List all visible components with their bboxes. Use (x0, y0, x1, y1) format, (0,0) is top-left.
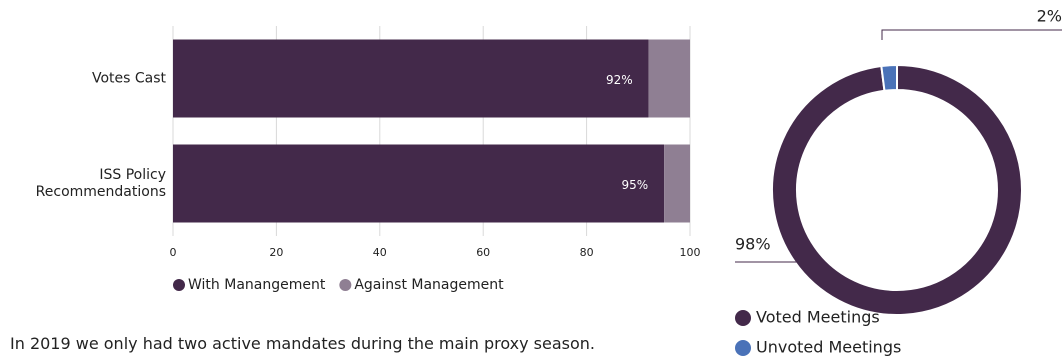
donut-slice (880, 63, 898, 92)
legend-marker (173, 279, 185, 291)
x-tick-label: 0 (170, 246, 177, 259)
bar (648, 39, 690, 118)
x-tick-label: 60 (476, 246, 490, 259)
value-label: 95% (621, 178, 648, 192)
legend-label: With Manangement (188, 277, 326, 293)
legend-marker (339, 279, 352, 291)
value-label: 98% (735, 235, 771, 254)
x-tick-label: 20 (269, 246, 283, 259)
legend-marker (735, 310, 751, 326)
x-tick-label: 80 (580, 246, 594, 259)
legend-label: Voted Meetings (756, 308, 880, 327)
leader-line (881, 29, 1062, 40)
legend-marker (735, 340, 751, 356)
legend-label: Against Management (354, 277, 504, 293)
donut-slice (771, 63, 1023, 316)
x-tick-label: 40 (373, 246, 387, 259)
bar (664, 144, 690, 223)
value-label: 2% (1037, 7, 1062, 26)
value-label: 92% (606, 73, 633, 87)
legend-label: Unvoted Meetings (756, 338, 901, 357)
caption: In 2019 we only had two active mandates … (10, 334, 596, 353)
bar (173, 144, 665, 223)
y-tick-label: Votes Cast (91, 70, 166, 86)
y-tick-label: ISS Policy Recommendations (35, 166, 166, 200)
bar (173, 39, 649, 118)
x-tick-label: 100 (680, 246, 701, 259)
